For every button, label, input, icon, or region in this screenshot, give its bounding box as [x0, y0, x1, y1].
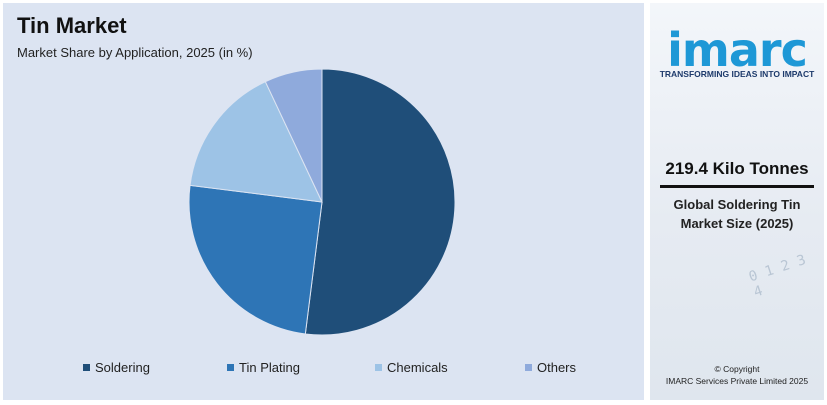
legend-label: Others	[537, 360, 577, 375]
legend-swatch	[83, 364, 90, 371]
pie-slice-tin-plating	[188, 184, 323, 335]
chart-subtitle: Market Share by Application, 2025 (in %)	[17, 45, 253, 60]
chart-legend: Soldering Tin Plating Chemicals Others	[3, 360, 644, 380]
legend-item-tin-plating: Tin Plating	[227, 360, 300, 375]
background-decoration: 0 1 2 3 4	[746, 251, 808, 301]
legend-label: Soldering	[95, 360, 150, 375]
side-panel: 0 1 2 3 4 imarc TRANSFORMING IDEAS INTO …	[650, 3, 824, 400]
legend-item-soldering: Soldering	[83, 360, 150, 375]
copyright-line-1: © Copyright	[714, 364, 760, 374]
legend-item-chemicals: Chemicals	[375, 360, 448, 375]
pie-chart	[188, 68, 456, 336]
legend-swatch	[227, 364, 234, 371]
stat-divider	[660, 185, 814, 188]
imarc-logo: imarc	[667, 23, 808, 77]
legend-swatch	[525, 364, 532, 371]
legend-label: Chemicals	[387, 360, 448, 375]
legend-item-others: Others	[525, 360, 576, 375]
logo-tagline: TRANSFORMING IDEAS INTO IMPACT	[659, 69, 815, 79]
pie-slice-soldering	[304, 68, 456, 336]
copyright-line-2: IMARC Services Private Limited 2025	[665, 376, 809, 386]
legend-swatch	[375, 364, 382, 371]
market-size-value: 219.4 Kilo Tonnes	[665, 159, 809, 178]
chart-panel: Tin Market Market Share by Application, …	[3, 3, 644, 400]
market-size-label: Global Soldering Tin Market Size (2025)	[673, 197, 801, 231]
pie-slice-others	[264, 68, 323, 203]
pie-slice-chemicals	[189, 80, 323, 203]
chart-title: Tin Market	[17, 13, 127, 38]
legend-label: Tin Plating	[239, 360, 300, 375]
